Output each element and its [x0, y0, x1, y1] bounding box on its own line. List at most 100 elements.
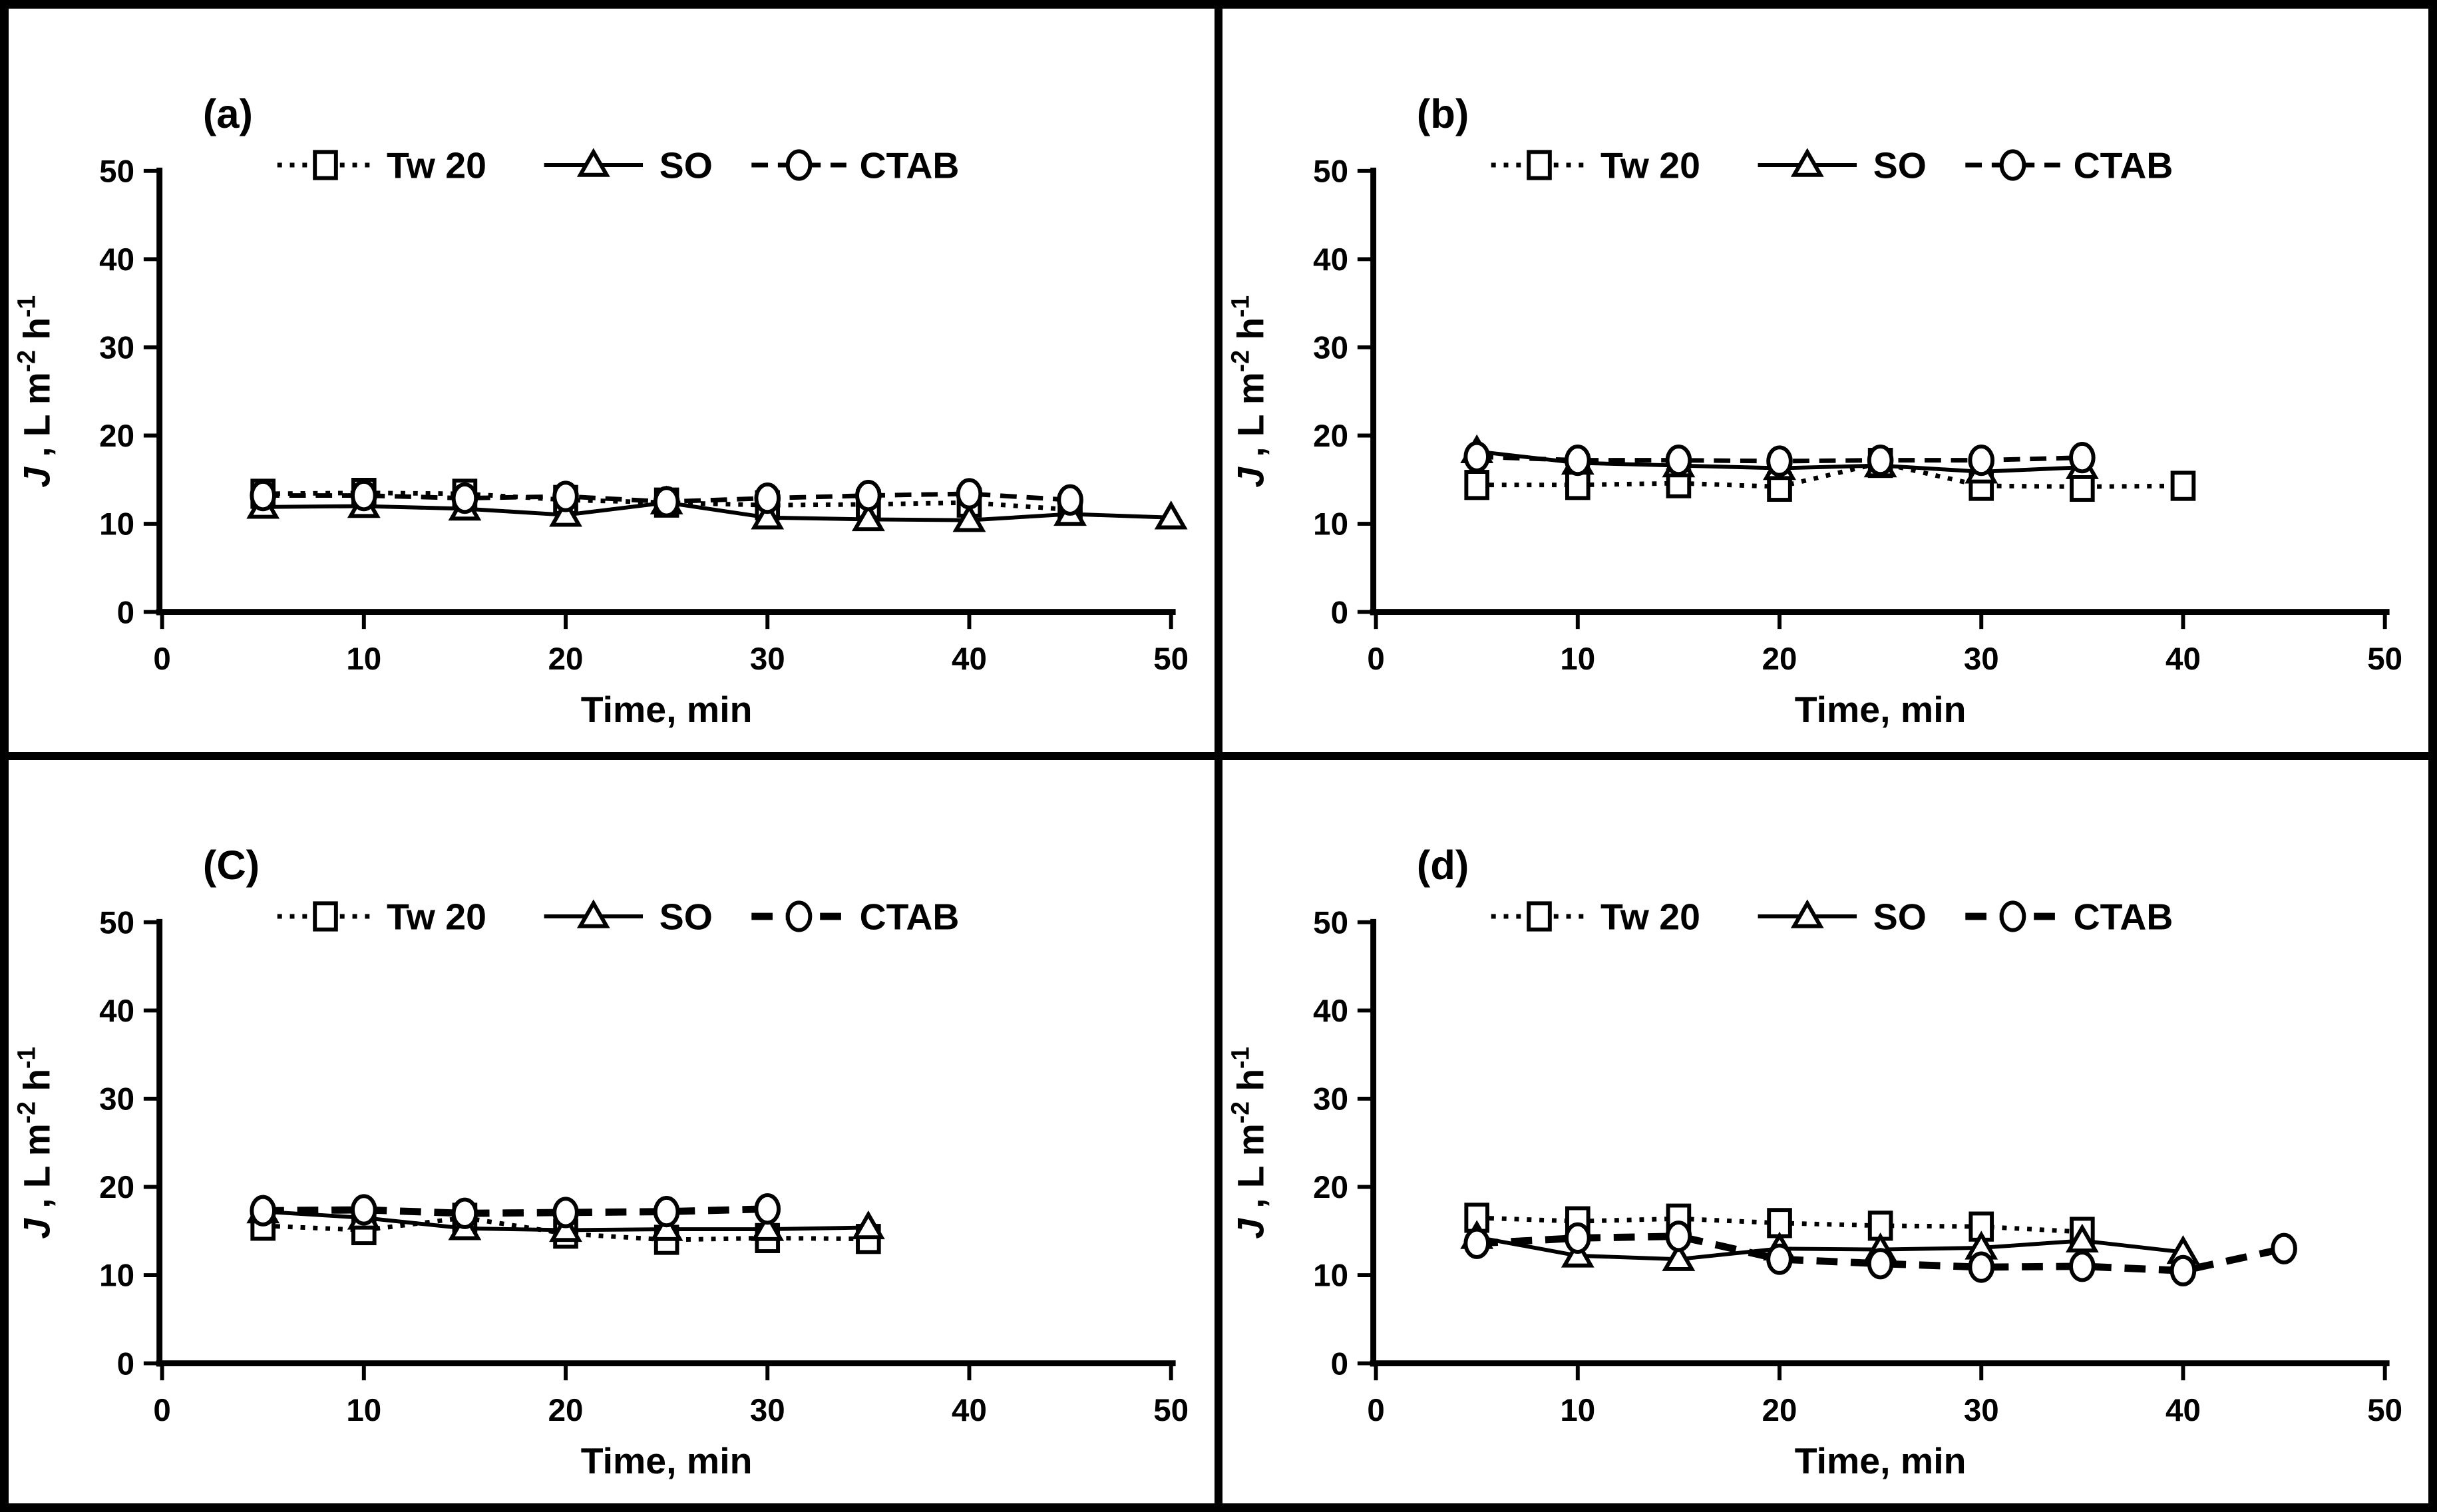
y-axis-title: J , L m-2 h-1 — [12, 295, 57, 488]
panel-c-chart: (C) 0 10 20 30 40 50 0 10 20 30 40 50 Time, min J , L … — [9, 760, 1215, 1503]
panel-label: (d) — [1417, 843, 1469, 888]
panel-a-chart: (a) 0 10 20 30 40 50 0 10 20 30 40 50 Time, min J , L … — [9, 9, 1215, 752]
axes: 0 10 20 30 40 50 0 10 20 30 40 50 — [1313, 154, 2402, 677]
circle-marker — [2069, 442, 2096, 474]
y-tick-label: 0 — [1331, 1346, 1348, 1382]
x-tick-label: 50 — [2367, 1393, 2402, 1428]
x-tick-label: 20 — [1762, 1393, 1797, 1428]
triangle-marker — [2065, 1223, 2099, 1253]
y-tick-label: 20 — [99, 419, 134, 454]
y-title-sup2: -1 — [1226, 295, 1254, 317]
square-marker — [1527, 150, 1552, 180]
triangle-marker — [851, 502, 885, 532]
y-title-part1: , L m — [1230, 372, 1271, 467]
legend-label: Tw 20 — [387, 145, 486, 186]
circle-marker — [1766, 445, 1793, 477]
series-markers-ctab — [1463, 441, 2096, 477]
y-tick-label: 50 — [1313, 906, 1348, 941]
legend-item-so: SO — [1758, 896, 1927, 938]
circle-marker — [754, 1193, 781, 1225]
legend-item-so: SO — [1758, 145, 1927, 186]
legend-label: SO — [659, 145, 713, 186]
x-tick-label: 50 — [2367, 642, 2402, 677]
series-line-tw-20 — [1477, 461, 2183, 489]
triangle-marker — [549, 498, 582, 527]
x-axis-title: Time, min — [1795, 689, 1967, 730]
x-tick-label: 10 — [346, 642, 381, 677]
circle-marker — [653, 486, 680, 518]
legend: Tw 20 SO CTAB — [277, 145, 959, 186]
panel-label: (b) — [1417, 91, 1469, 136]
legend: Tw 20 SO CTAB — [1491, 896, 2173, 938]
circle-marker — [1665, 445, 1692, 476]
circle-marker — [653, 1196, 680, 1228]
legend-label: SO — [659, 896, 713, 938]
circle-marker — [1999, 900, 2026, 932]
legend-label: Tw 20 — [1600, 896, 1700, 938]
y-title-sup1: -2 — [1226, 1101, 1254, 1123]
legend-item-tw-20: Tw 20 — [1491, 145, 1700, 186]
legend-label: Tw 20 — [387, 896, 486, 938]
y-title-part2: h — [16, 317, 57, 350]
x-tick-label: 40 — [952, 1393, 987, 1428]
legend-item-ctab: CTAB — [1965, 145, 2173, 186]
x-tick-label: 40 — [2165, 642, 2201, 677]
x-tick-label: 50 — [1153, 1393, 1189, 1428]
y-title-sup1: -2 — [12, 1101, 40, 1123]
x-tick-label: 30 — [750, 1393, 785, 1428]
panel-b-chart: (b) 0 10 20 30 40 50 0 10 20 30 40 50 Time, min J , L … — [1222, 9, 2428, 752]
y-tick-label: 30 — [99, 1082, 134, 1117]
triangle-marker — [1790, 148, 1824, 177]
circle-marker — [956, 478, 983, 510]
y-title-part1: , L m — [16, 1123, 57, 1219]
triangle-marker — [1790, 899, 1824, 928]
square-marker — [1464, 470, 1489, 500]
y-title-part2: h — [1230, 1069, 1271, 1101]
circle-marker — [1999, 149, 2026, 181]
y-tick-label: 50 — [99, 154, 134, 190]
legend-label: CTAB — [2074, 896, 2173, 938]
x-tick-label: 30 — [1964, 642, 1999, 677]
x-tick-label: 50 — [1153, 642, 1189, 677]
circle-marker — [785, 149, 813, 181]
triangle-marker — [851, 1210, 885, 1240]
y-title-part1: , L m — [16, 372, 57, 467]
plot-background — [9, 760, 1215, 1503]
y-title-sup2: -1 — [12, 1047, 40, 1069]
axes: 0 10 20 30 40 50 0 10 20 30 40 50 — [1313, 906, 2402, 1428]
x-tick-label: 0 — [1367, 642, 1384, 677]
legend-label: SO — [1873, 896, 1927, 938]
circle-marker — [250, 480, 276, 512]
y-title-symbol: J — [16, 1218, 57, 1239]
y-title-part2: h — [1230, 317, 1271, 350]
circle-marker — [1867, 445, 1894, 476]
axes: 0 10 20 30 40 50 0 10 20 30 40 50 — [99, 906, 1189, 1428]
plot-background — [1222, 9, 2428, 752]
x-axis-title: Time, min — [581, 689, 753, 730]
legend-item-ctab: CTAB — [751, 896, 959, 938]
y-tick-label: 40 — [1313, 994, 1348, 1029]
circle-marker — [1565, 1222, 1591, 1254]
x-tick-label: 10 — [1560, 1393, 1595, 1428]
panel-label: (C) — [203, 843, 260, 888]
y-tick-label: 30 — [99, 331, 134, 366]
square-marker — [1565, 470, 1591, 500]
y-tick-label: 0 — [117, 595, 134, 630]
panel-c: (C) 0 10 20 30 40 50 0 10 20 30 40 50 Time, min J , L … — [5, 756, 1218, 1507]
y-title-symbol: J — [1230, 1218, 1271, 1239]
y-title-part1: , L m — [1230, 1123, 1271, 1219]
panel-d: (d) 0 10 20 30 40 50 0 10 20 30 40 50 Time, min J , L … — [1218, 756, 2432, 1507]
x-tick-label: 10 — [346, 1393, 381, 1428]
y-tick-label: 10 — [99, 1258, 134, 1294]
square-marker — [1527, 901, 1552, 932]
y-tick-label: 50 — [1313, 154, 1348, 190]
circle-marker — [1463, 441, 1490, 472]
y-tick-label: 10 — [1313, 507, 1348, 542]
y-tick-label: 10 — [1313, 1258, 1348, 1294]
x-tick-label: 0 — [1367, 1393, 1384, 1428]
circle-marker — [2069, 1250, 2096, 1282]
legend-item-so: SO — [544, 896, 713, 938]
series-markers-ctab — [1463, 1221, 2297, 1287]
y-tick-label: 10 — [99, 507, 134, 542]
